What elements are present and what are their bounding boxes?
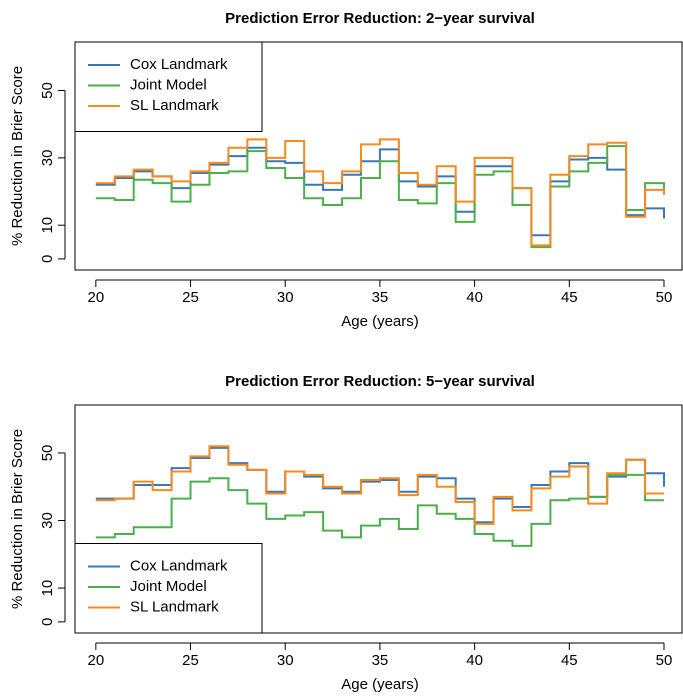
legend-label: SL Landmark [130,598,219,615]
series-line [95,145,666,249]
x-tick-label: 40 [466,652,483,669]
y-axis-label: % Reduction in Brier Score [9,429,26,609]
x-tick-label: 25 [182,652,199,669]
x-tick-label: 50 [656,289,673,306]
x-axis-label: Age (years) [341,313,419,330]
y-tick-label: 30 [39,150,56,167]
y-tick-label: 0 [39,618,56,626]
x-tick-label: 35 [372,652,389,669]
legend-box [74,41,263,132]
y-tick-label: 10 [39,580,56,597]
y-axis-label: % Reduction in Brier Score [9,66,26,246]
x-axis-label: Age (years) [341,676,419,693]
chart-title: Prediction Error Reduction: 5−year survi… [225,373,535,390]
chart-panel: Prediction Error Reduction: 2−year survi… [9,10,683,330]
series-line [95,473,665,547]
x-tick-label: 35 [372,289,389,306]
series-line [95,445,665,525]
plot-box [74,404,683,634]
x-tick-label: 25 [182,289,199,306]
legend-label: SL Landmark [130,97,219,114]
chart-title: Prediction Error Reduction: 2−year survi… [225,10,535,27]
y-tick-label: 30 [39,512,56,529]
y-tick-label: 10 [39,217,56,234]
x-tick-label: 30 [277,652,294,669]
y-tick-label: 50 [39,445,56,462]
legend-label: Cox Landmark [130,56,228,73]
x-tick-label: 45 [561,652,578,669]
legend-label: Joint Model [130,578,207,595]
legend-label: Cox Landmark [130,557,228,574]
x-tick-label: 20 [87,289,104,306]
series-line [95,138,666,247]
legend-label: Joint Model [130,76,207,93]
legend-box [74,543,263,634]
series-line [95,446,666,524]
x-tick-label: 20 [87,652,104,669]
x-tick-label: 30 [277,289,294,306]
chart-panel: Prediction Error Reduction: 5−year survi… [9,373,683,693]
plot-box [74,41,683,271]
y-tick-label: 50 [39,82,56,99]
x-tick-label: 45 [561,289,578,306]
y-tick-label: 0 [39,255,56,263]
x-tick-label: 50 [656,652,673,669]
x-tick-label: 40 [466,289,483,306]
